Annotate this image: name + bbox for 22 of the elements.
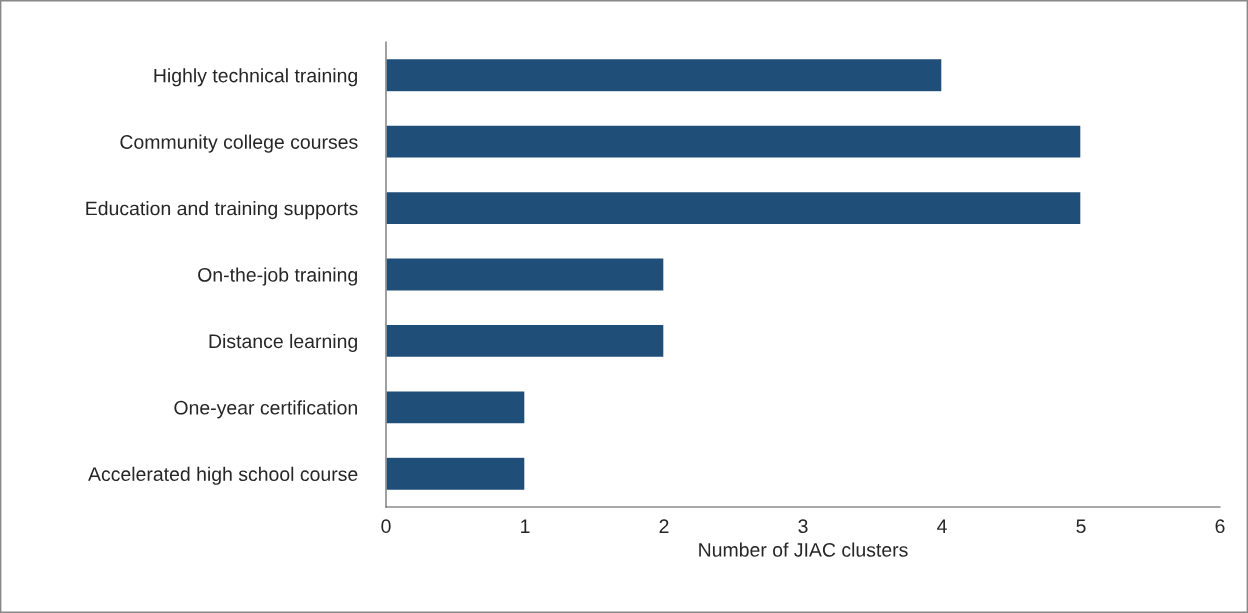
bar — [386, 456, 526, 492]
x-tick-label: 6 — [1215, 519, 1225, 534]
x-tick-label: 1 — [521, 519, 530, 533]
x-tick-label: 4 — [937, 519, 947, 533]
bar — [386, 57, 943, 93]
x-axis-title: Number of JIAC clusters — [699, 542, 908, 557]
y-tick-label: Education and training supports — [86, 201, 358, 220]
bar — [386, 124, 1082, 159]
bar — [386, 390, 526, 425]
y-tick-label: Distance learning — [209, 333, 357, 353]
bar — [386, 190, 1082, 226]
y-tick-label: Community college courses — [120, 134, 358, 153]
y-tick-label: One-year certification — [174, 400, 357, 419]
bar — [386, 323, 665, 359]
y-tick-label: On-the-job training — [198, 267, 357, 286]
x-tick-label: 2 — [659, 519, 669, 533]
bar — [386, 257, 665, 292]
x-tick-label: 0 — [381, 519, 391, 534]
y-tick-label: Highly technical training — [154, 68, 357, 87]
y-tick-label: Accelerated high school course — [88, 466, 358, 485]
x-tick-label: 3 — [798, 519, 808, 534]
x-tick-label: 5 — [1076, 519, 1086, 534]
